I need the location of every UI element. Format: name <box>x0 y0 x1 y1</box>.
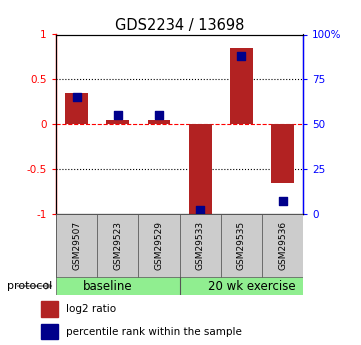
Text: GSM29523: GSM29523 <box>113 221 122 270</box>
Point <box>197 208 203 213</box>
Point <box>115 112 121 118</box>
Bar <box>65 93 88 124</box>
Text: 20 wk exercise: 20 wk exercise <box>208 279 296 293</box>
Text: protocol: protocol <box>7 281 52 291</box>
Bar <box>262 214 303 278</box>
Text: baseline: baseline <box>83 279 132 293</box>
Bar <box>271 124 294 183</box>
Bar <box>221 214 262 278</box>
Bar <box>56 277 180 295</box>
Point <box>156 112 162 118</box>
Bar <box>230 48 253 124</box>
Text: log2 ratio: log2 ratio <box>66 304 116 314</box>
Bar <box>56 214 97 278</box>
Bar <box>106 120 129 124</box>
Text: percentile rank within the sample: percentile rank within the sample <box>66 327 242 337</box>
Text: GSM29533: GSM29533 <box>196 221 205 270</box>
Bar <box>180 214 221 278</box>
Point <box>74 95 79 100</box>
Bar <box>180 277 303 295</box>
Bar <box>41 301 58 317</box>
Bar <box>97 214 138 278</box>
Point <box>239 53 244 59</box>
Bar <box>148 120 170 124</box>
Bar <box>189 124 212 214</box>
Text: GSM29536: GSM29536 <box>278 221 287 270</box>
Text: GSM29507: GSM29507 <box>72 221 81 270</box>
Text: GSM29535: GSM29535 <box>237 221 246 270</box>
Text: GSM29529: GSM29529 <box>155 221 164 270</box>
Bar <box>138 214 180 278</box>
Bar <box>41 324 58 339</box>
Title: GDS2234 / 13698: GDS2234 / 13698 <box>115 18 244 33</box>
Point <box>280 199 286 204</box>
